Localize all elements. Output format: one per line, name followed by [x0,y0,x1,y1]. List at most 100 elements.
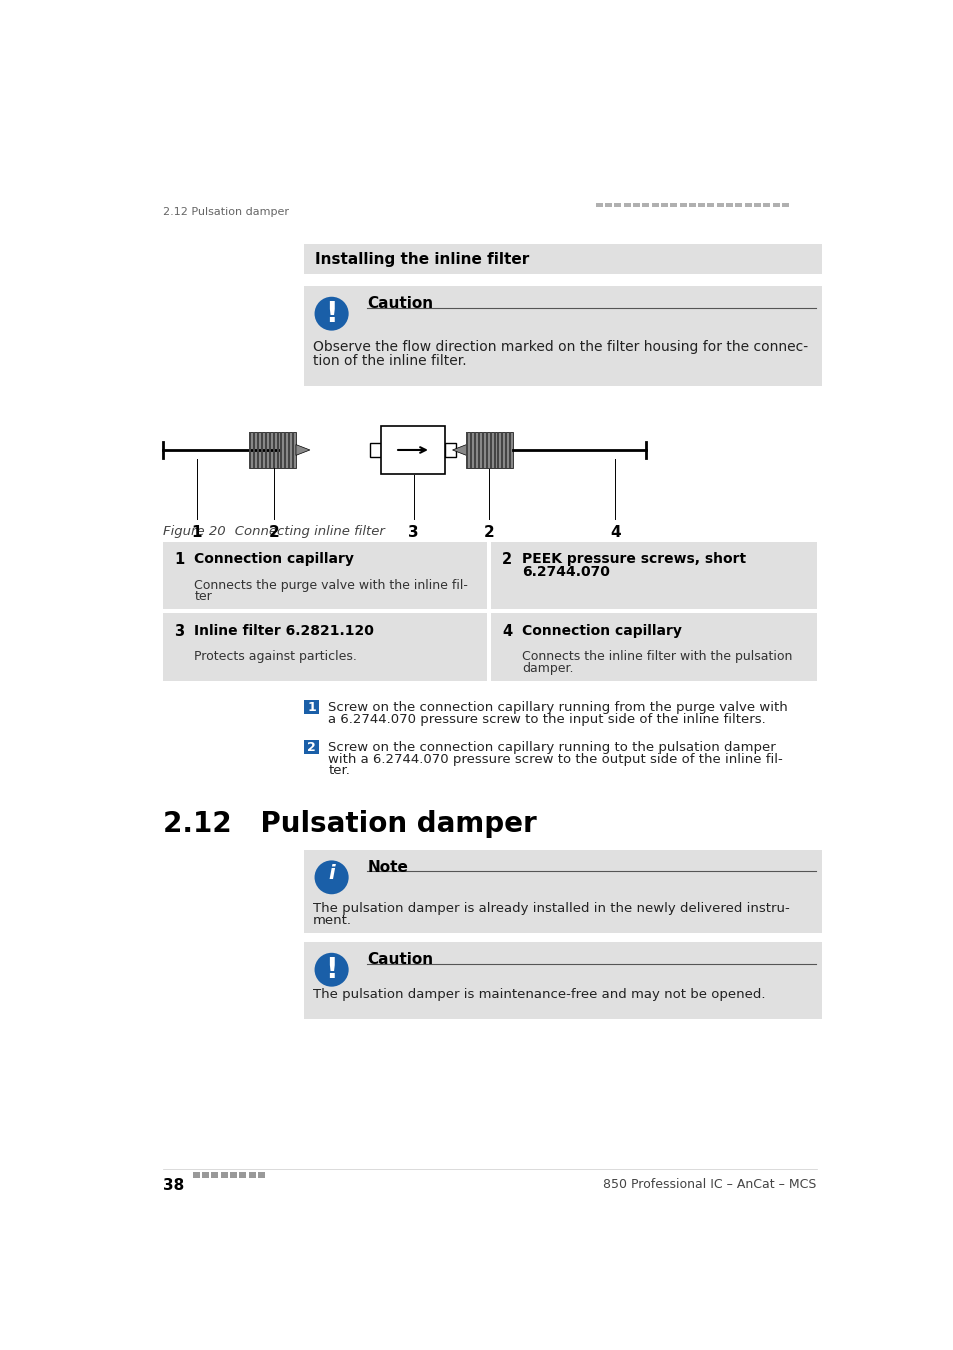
Bar [660,202,667,208]
Bar [753,202,760,208]
Bar [257,1172,265,1177]
Bar [604,202,612,208]
Bar [509,432,511,468]
Text: i: i [328,864,335,883]
Bar [303,286,821,386]
Bar [493,432,495,468]
Text: 1: 1 [307,701,315,714]
Bar [491,541,816,609]
Text: tion of the inline filter.: tion of the inline filter. [313,354,466,367]
Bar [202,1172,209,1177]
Bar [273,432,274,468]
Bar [284,432,286,468]
Bar [249,432,295,468]
Text: 38: 38 [163,1179,185,1193]
Bar [292,432,294,468]
Bar [641,202,649,208]
Bar [707,202,714,208]
Text: 4: 4 [501,624,512,639]
Bar [670,202,677,208]
Circle shape [314,953,348,987]
Text: ter.: ter. [328,764,350,778]
Text: Caution: Caution [367,296,433,310]
Bar [500,432,503,468]
Bar [633,202,639,208]
Text: Connects the purge valve with the inline fil-: Connects the purge valve with the inline… [194,579,468,591]
Text: Installing the inline filter: Installing the inline filter [314,252,528,267]
Bar [698,202,704,208]
Bar [249,1172,255,1177]
Text: Connecting inline filter: Connecting inline filter [221,525,384,537]
Bar [596,202,602,208]
Bar [253,432,255,468]
Text: The pulsation damper is maintenance-free and may not be opened.: The pulsation damper is maintenance-free… [313,988,764,1002]
Bar [280,432,282,468]
Text: 850 Professional IC – AnCat – MCS: 850 Professional IC – AnCat – MCS [602,1179,816,1192]
Text: 1: 1 [174,552,184,567]
Bar [303,740,319,755]
Bar [193,1172,199,1177]
Bar [474,432,476,468]
Bar [477,432,479,468]
Bar [466,432,513,468]
Polygon shape [452,444,466,455]
Text: a 6.2744.070 pressure screw to the input side of the inline filters.: a 6.2744.070 pressure screw to the input… [328,713,765,725]
Circle shape [314,860,348,894]
Bar [735,202,741,208]
Bar [276,432,278,468]
Text: 2.12   Pulsation damper: 2.12 Pulsation damper [163,810,537,837]
Text: Connects the inline filter with the pulsation: Connects the inline filter with the puls… [521,651,792,663]
Bar [269,432,271,468]
Bar [230,1172,236,1177]
Text: 1: 1 [192,525,202,540]
Bar [303,942,821,1019]
Bar [489,432,491,468]
Text: with a 6.2744.070 pressure screw to the output side of the inline fil-: with a 6.2744.070 pressure screw to the … [328,752,782,765]
Bar [288,432,290,468]
Bar [470,432,472,468]
Text: 2: 2 [269,525,279,540]
Bar [781,202,788,208]
Bar [772,202,779,208]
Text: Observe the flow direction marked on the filter housing for the connec-: Observe the flow direction marked on the… [313,340,807,354]
Bar [303,244,821,274]
Bar [497,432,498,468]
Text: 2: 2 [307,741,315,753]
Bar [163,613,487,680]
Text: Screw on the connection capillary running to the pulsation damper: Screw on the connection capillary runnin… [328,741,776,755]
Text: The pulsation damper is already installed in the newly delivered instru-: The pulsation damper is already installe… [313,902,789,915]
Text: Figure 20: Figure 20 [163,525,226,537]
Text: damper.: damper. [521,662,573,675]
Bar [257,432,259,468]
Bar [261,432,263,468]
Bar [249,432,252,468]
Text: 3: 3 [408,525,418,540]
Bar [370,443,381,456]
Text: PEEK pressure screws, short: PEEK pressure screws, short [521,552,745,567]
Text: Screw on the connection capillary running from the purge valve with: Screw on the connection capillary runnin… [328,701,787,714]
Bar [444,443,456,456]
Bar [744,202,751,208]
Bar [725,202,732,208]
Text: !: ! [325,300,337,328]
Bar [481,432,483,468]
Bar [485,432,487,468]
Text: Note: Note [367,860,408,875]
Text: 2: 2 [483,525,494,540]
Text: 2: 2 [501,552,512,567]
Bar [163,541,487,609]
Bar [762,202,769,208]
Bar [466,432,468,468]
Bar [491,613,816,680]
Text: 4: 4 [609,525,619,540]
Polygon shape [295,444,310,455]
Bar [716,202,723,208]
Bar [265,432,267,468]
Bar [623,202,630,208]
Bar [212,1172,218,1177]
Circle shape [314,297,348,331]
Text: 6.2744.070: 6.2744.070 [521,564,610,579]
Text: 2.12 Pulsation damper: 2.12 Pulsation damper [163,207,289,216]
Text: Connection capillary: Connection capillary [521,624,681,639]
Bar [679,202,686,208]
